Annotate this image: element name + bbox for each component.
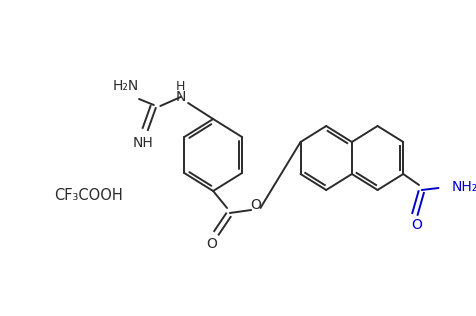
- Text: O: O: [411, 218, 422, 232]
- Text: O: O: [250, 198, 261, 212]
- Text: H: H: [176, 80, 185, 93]
- Text: N: N: [176, 90, 186, 104]
- Text: H₂N: H₂N: [113, 79, 139, 93]
- Text: O: O: [206, 237, 217, 251]
- Text: NH: NH: [132, 136, 153, 150]
- Text: NH₂: NH₂: [451, 180, 476, 194]
- Text: CF₃COOH: CF₃COOH: [54, 187, 122, 203]
